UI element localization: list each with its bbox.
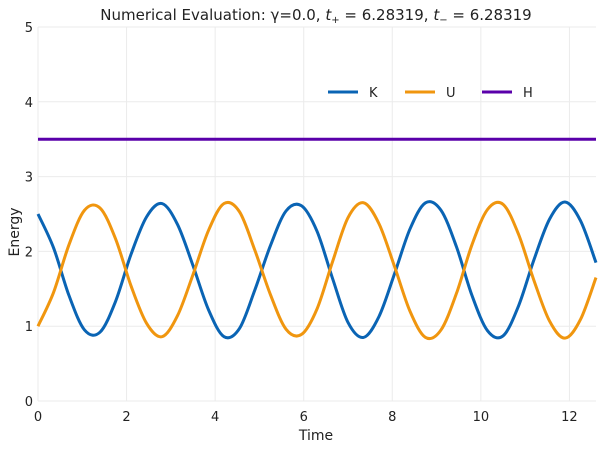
x-tick-label: 2 — [122, 410, 130, 425]
y-tick-label: 4 — [25, 96, 33, 111]
grid — [37, 26, 596, 402]
chart-title: Numerical Evaluation: γ=0.0, t+ = 6.2831… — [100, 6, 531, 26]
title-t-minus-subscript: − — [439, 15, 447, 26]
series-line-u — [36, 200, 598, 341]
y-tick-label: 3 — [25, 171, 33, 186]
title-t-minus-symbol: t — [433, 6, 440, 24]
title-prefix: Numerical Evaluation: γ=0.0, — [100, 6, 325, 24]
title-t-plus-subscript: + — [331, 15, 339, 26]
y-tick-label: 5 — [25, 21, 33, 36]
y-tick-label: 0 — [25, 395, 33, 410]
x-tick-label: 0 — [34, 410, 42, 425]
title-t-minus-value: = 6.28319 — [448, 6, 532, 24]
legend-label-h: H — [523, 86, 533, 101]
legend-label-u: U — [446, 86, 456, 101]
x-tick-label: 8 — [388, 410, 396, 425]
x-tick-label: 6 — [300, 410, 308, 425]
series-lines — [36, 137, 598, 341]
y-axis-ticks: 0 1 2 3 4 5 — [25, 21, 33, 410]
title-t-plus-value: = 6.28319, — [340, 6, 434, 24]
x-axis-label: Time — [298, 428, 333, 444]
x-axis-ticks: 0 2 4 6 8 10 12 — [34, 410, 578, 425]
legend-label-k: K — [369, 86, 378, 101]
x-tick-label: 10 — [473, 410, 490, 425]
x-tick-label: 4 — [211, 410, 219, 425]
y-axis-label: Energy — [7, 207, 23, 256]
title-t-plus-symbol: t — [325, 6, 332, 24]
y-tick-label: 1 — [25, 320, 33, 335]
y-tick-label: 2 — [25, 245, 33, 260]
series-line-k — [36, 200, 598, 340]
x-tick-label: 12 — [561, 410, 578, 425]
